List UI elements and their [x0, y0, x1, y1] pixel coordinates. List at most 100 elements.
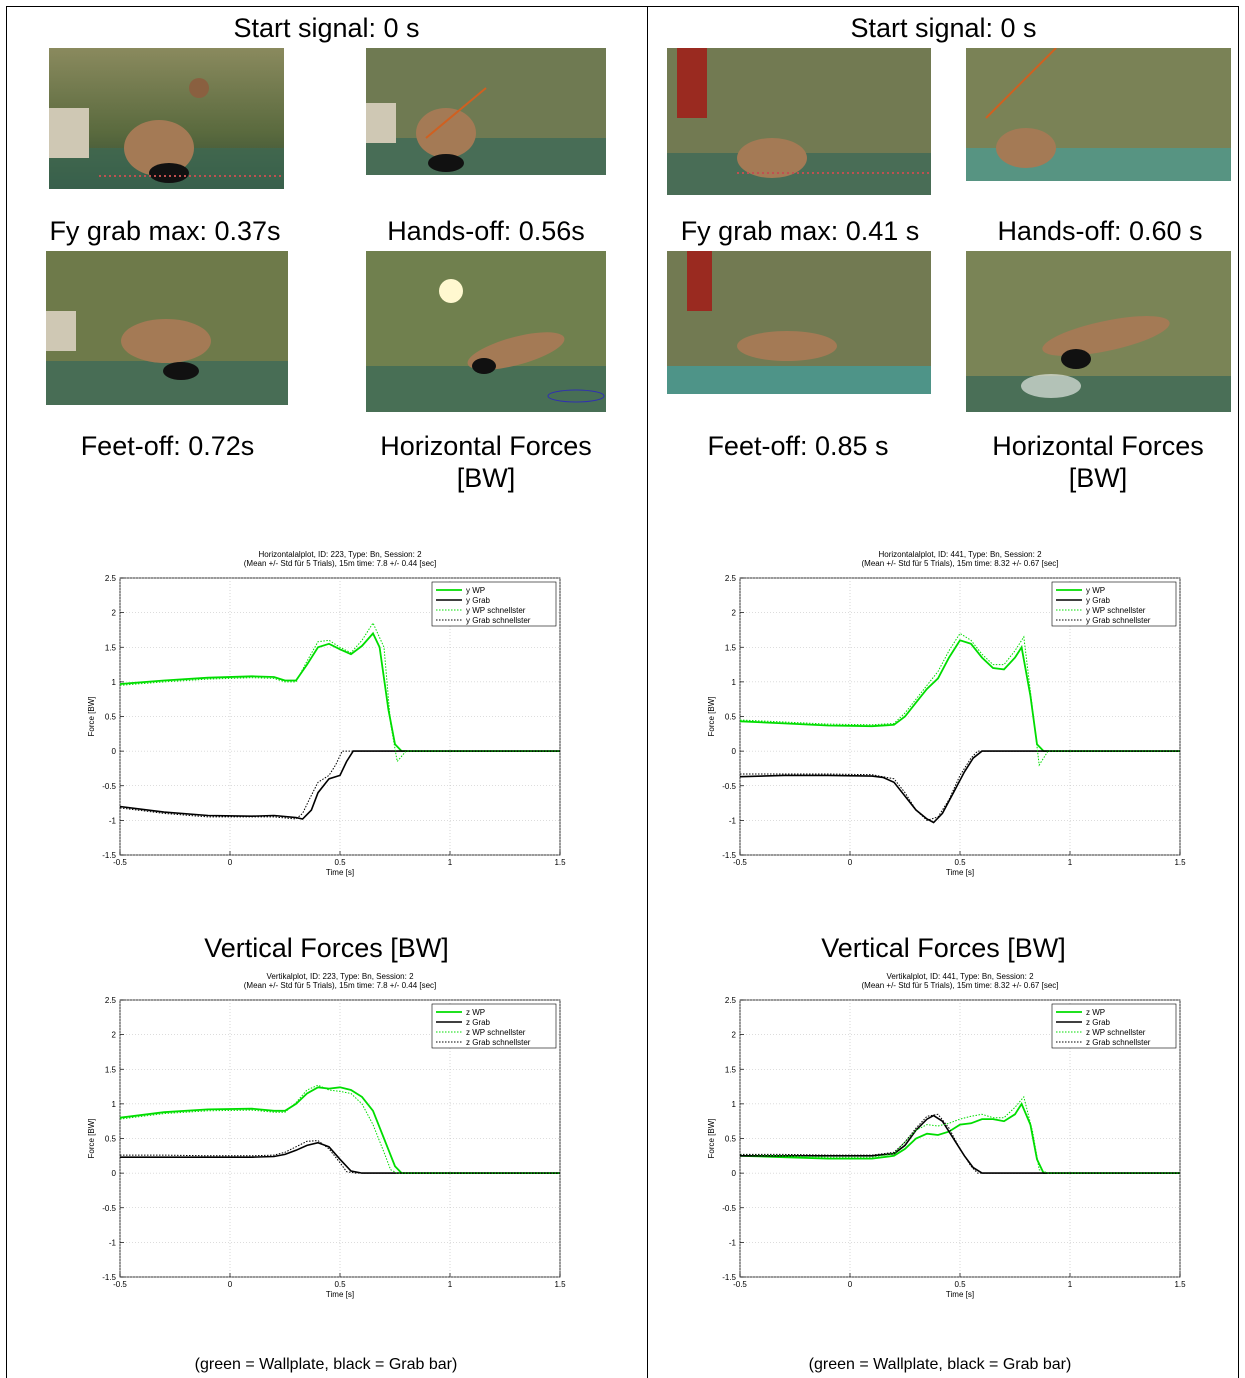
x-tick-label: 1.5 [554, 858, 566, 867]
video-frame-grab [966, 48, 1231, 181]
grab-max-label: Fy grab max: 0.37s [49, 216, 281, 246]
series-line [739, 639, 1180, 752]
swimmer-grab-photo [966, 48, 1231, 181]
x-tick-label: 1.5 [554, 1280, 566, 1289]
series-line [119, 631, 560, 752]
y-tick-label: -0.5 [102, 782, 116, 791]
horizontal-forces-heading: Horizontal Forces [BW] [346, 430, 626, 494]
layout-frame [6, 6, 1239, 1378]
x-tick-label: 1 [448, 858, 453, 867]
y-axis-label: Force [BW] [87, 696, 96, 736]
y-tick-label: 2.5 [725, 574, 737, 583]
y-tick-label: 0.5 [105, 1135, 117, 1144]
x-tick-label: 0 [848, 1280, 853, 1289]
series-line [739, 750, 1180, 824]
y-tick-label: 2 [732, 1031, 737, 1040]
y-tick-label: 0 [112, 1169, 117, 1178]
chart-title: Vertikalplot, ID: 441, Type: Bn, Session… [886, 972, 1034, 981]
x-axis-label: Time [s] [326, 868, 354, 877]
series-line [119, 1084, 560, 1174]
y-tick-label: -1 [109, 1238, 117, 1247]
y-tick-label: 2.5 [105, 996, 117, 1005]
legend-label: z WP schnellster [466, 1028, 526, 1037]
x-tick-label: 0.5 [334, 1280, 346, 1289]
y-tick-label: 1.5 [725, 1065, 737, 1074]
swimmer-start-photo [667, 48, 931, 195]
y-tick-label: 1 [112, 1100, 117, 1109]
force-plot: Horizontalalplot, ID: 441, Type: Bn, Ses… [707, 550, 1186, 877]
video-frame-handsoff [46, 251, 288, 405]
x-tick-label: 0.5 [334, 858, 346, 867]
chart-subtitle: (Mean +/- Std für 5 Trials), 15m time: 7… [244, 981, 437, 990]
vertical-force-chart-right: Vertikalplot, ID: 441, Type: Bn, Session… [700, 970, 1190, 1300]
series-line [740, 750, 1180, 821]
x-tick-label: -0.5 [733, 1280, 747, 1289]
y-tick-label: 0.5 [105, 713, 117, 722]
y-tick-label: 2 [112, 1031, 117, 1040]
legend-label: z Grab schnellster [1086, 1038, 1151, 1047]
y-tick-label: 1.5 [105, 643, 117, 652]
series-line [119, 1086, 560, 1174]
vertical-forces-heading: Vertical Forces [BW] [204, 933, 449, 963]
series-line [119, 621, 560, 763]
y-tick-label: 2.5 [725, 996, 737, 1005]
y-tick-label: 0.5 [725, 713, 737, 722]
legend-label: y Grab [1086, 596, 1111, 605]
legend-label: z WP [1086, 1008, 1105, 1017]
series-line [120, 1140, 560, 1174]
start-signal-label: Start signal: 0 s [850, 13, 1037, 43]
x-tick-label: 1.5 [1174, 858, 1186, 867]
y-tick-label: 0 [732, 747, 737, 756]
y-tick-label: -1.5 [102, 1273, 116, 1282]
x-tick-label: -0.5 [733, 858, 747, 867]
y-tick-label: 1 [112, 678, 117, 687]
series-line [120, 1141, 560, 1174]
chart-title: Horizontalalplot, ID: 223, Type: Bn, Ses… [258, 550, 422, 559]
legend-label: z Grab [466, 1018, 491, 1027]
horizontal-force-chart-left: Horizontalalplot, ID: 223, Type: Bn, Ses… [80, 548, 570, 878]
y-axis-label: Force [BW] [87, 1118, 96, 1158]
x-tick-label: 1.5 [1174, 1280, 1186, 1289]
legend-footnote: (green = Wallplate, black = Grab bar) [194, 1356, 458, 1373]
x-tick-label: 0.5 [954, 858, 966, 867]
swimmer-handsoff-photo [46, 251, 288, 405]
y-tick-label: -0.5 [102, 1204, 116, 1213]
video-frame-start [49, 48, 284, 189]
x-axis-label: Time [s] [946, 1290, 974, 1299]
horizontal-forces-heading-line2: [BW] [1068, 463, 1128, 493]
y-tick-label: -1.5 [722, 1273, 736, 1282]
chart-subtitle: (Mean +/- Std für 5 Trials), 15m time: 8… [862, 981, 1059, 990]
x-tick-label: 1 [1068, 1280, 1073, 1289]
y-tick-label: -1.5 [102, 851, 116, 860]
y-tick-label: -0.5 [722, 1204, 736, 1213]
series-line [740, 1113, 1180, 1174]
swimmer-start-photo [49, 48, 284, 189]
feet-off-label: Feet-off: 0.72s [80, 431, 255, 461]
y-tick-label: 0.5 [725, 1135, 737, 1144]
start-signal-label: Start signal: 0 s [233, 13, 420, 43]
chart-title: Horizontalalplot, ID: 441, Type: Bn, Ses… [878, 550, 1042, 559]
y-tick-label: 2 [112, 609, 117, 618]
legend-label: y Grab [466, 596, 491, 605]
y-tick-label: 2 [732, 609, 737, 618]
y-tick-label: 0 [732, 1169, 737, 1178]
legend-label: z WP schnellster [1086, 1028, 1146, 1037]
x-tick-label: 0 [228, 1280, 233, 1289]
x-tick-label: 0 [228, 858, 233, 867]
y-tick-label: 1 [732, 1100, 737, 1109]
chart-title: Vertikalplot, ID: 223, Type: Bn, Session… [266, 972, 414, 981]
y-tick-label: -1 [729, 1238, 737, 1247]
video-frame-grab [366, 48, 606, 175]
y-tick-label: -1 [109, 816, 117, 825]
swimmer-handsoff-photo [667, 251, 931, 394]
y-tick-label: 1 [732, 678, 737, 687]
hands-off-label: Hands-off: 0.56s [387, 216, 585, 246]
force-plot: Vertikalplot, ID: 441, Type: Bn, Session… [707, 972, 1186, 1299]
horizontal-forces-heading-line1: Horizontal Forces [992, 431, 1204, 461]
horizontal-forces-heading: Horizontal Forces [BW] [958, 430, 1238, 494]
legend-label: y WP [1086, 586, 1105, 595]
x-axis-label: Time [s] [946, 868, 974, 877]
series-line [739, 1101, 1180, 1174]
swimmer-feetoff-photo [366, 251, 606, 412]
horizontal-forces-heading-line1: Horizontal Forces [380, 431, 592, 461]
